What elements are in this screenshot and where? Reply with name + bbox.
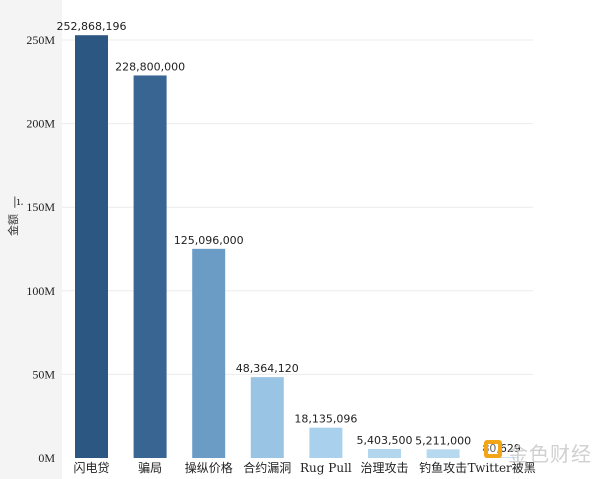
y-tick-label: 100M	[26, 284, 55, 298]
value-label: 18,135,096	[294, 413, 357, 426]
value-label: 48,364,120	[236, 362, 299, 375]
grid-layer	[62, 39, 533, 375]
y-ticks-layer: 0M 50M 100M 150M 200M 250M	[26, 33, 55, 465]
value-label: 252,868,196	[57, 20, 127, 33]
y-axis-panel	[0, 0, 62, 479]
category-label: 钓鱼攻击	[419, 461, 467, 475]
category-label: 闪电贷	[73, 461, 109, 475]
category-label: 合约漏洞	[243, 460, 291, 475]
category-labels-layer: 闪电贷 骗局 操纵价格 合约漏洞 Rug Pull 治理攻击 钓鱼攻击 Twitter被黑	[73, 460, 535, 475]
bar[interactable]	[485, 457, 519, 458]
y-axis-label: 金额	[6, 214, 20, 236]
bar[interactable]	[133, 75, 167, 458]
category-label: 治理攻击	[360, 461, 408, 475]
y-axis-label-icon: |ı.	[13, 195, 24, 209]
y-tick-label: 50M	[32, 367, 55, 381]
bar[interactable]	[309, 427, 343, 458]
value-label: 5,211,000	[415, 434, 471, 447]
watermark-logo-icon	[484, 440, 502, 458]
category-label: 骗局	[138, 460, 162, 475]
y-tick-label: 250M	[26, 33, 55, 47]
bar[interactable]	[426, 449, 460, 458]
bar[interactable]	[368, 448, 401, 458]
category-label: 操纵价格	[185, 460, 233, 475]
y-tick-label: 150M	[26, 200, 55, 214]
y-tick-label: 200M	[26, 117, 55, 131]
category-label: Twitter被黑	[468, 461, 536, 475]
value-label: 5,403,500	[357, 434, 413, 447]
value-labels-layer: 252,868,196 228,800,000 125,096,000 48,364,…	[57, 20, 521, 455]
y-tick-label: 0M	[38, 451, 55, 465]
value-label: 125,096,000	[174, 234, 244, 247]
bar[interactable]	[250, 377, 284, 458]
bar[interactable]	[75, 35, 108, 458]
bars-layer	[75, 35, 519, 458]
watermark-text: 金色财经	[508, 442, 592, 466]
category-label: Rug Pull	[300, 461, 352, 475]
value-label: 228,800,000	[115, 60, 185, 73]
bar[interactable]	[192, 248, 226, 458]
